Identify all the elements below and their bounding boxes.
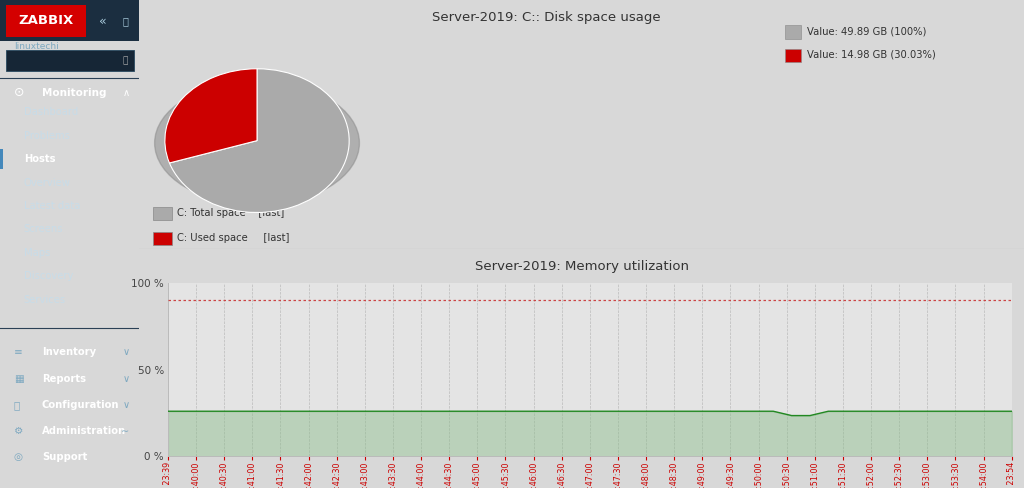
Text: ▦: ▦ xyxy=(14,374,24,384)
Text: ∨: ∨ xyxy=(123,400,129,410)
Bar xyxy=(785,48,801,62)
Text: Services: Services xyxy=(24,295,66,305)
Text: Hosts: Hosts xyxy=(24,154,55,164)
Text: ∧: ∧ xyxy=(123,88,129,98)
Text: 🔧: 🔧 xyxy=(14,400,20,410)
Text: Server-2019: C:: Disk space usage: Server-2019: C:: Disk space usage xyxy=(432,11,660,24)
Text: Maps: Maps xyxy=(24,248,50,258)
Text: Latest data: Latest data xyxy=(24,201,80,211)
Wedge shape xyxy=(169,69,349,212)
Bar xyxy=(0,149,3,169)
Wedge shape xyxy=(165,69,257,163)
Text: ∨: ∨ xyxy=(123,374,129,384)
Text: Screens: Screens xyxy=(24,224,63,234)
Text: Reports: Reports xyxy=(42,374,86,384)
Text: Server-2019: Memory utilization: Server-2019: Memory utilization xyxy=(475,260,688,273)
Text: «: « xyxy=(99,15,106,27)
Bar xyxy=(5,5,86,37)
Text: linuxtechi: linuxtechi xyxy=(14,42,58,51)
Text: ≡: ≡ xyxy=(14,347,23,357)
Text: ∼: ∼ xyxy=(122,427,129,436)
Text: Dashboard: Dashboard xyxy=(24,107,78,117)
Text: ⚙: ⚙ xyxy=(14,427,24,436)
Text: 🔍: 🔍 xyxy=(123,56,128,65)
Bar xyxy=(153,207,172,220)
Text: Overview: Overview xyxy=(24,178,71,187)
Text: Configuration: Configuration xyxy=(42,400,119,410)
Text: Value: 49.89 GB (100%): Value: 49.89 GB (100%) xyxy=(807,26,927,36)
Text: Support: Support xyxy=(42,452,87,462)
Bar xyxy=(5,50,134,71)
Text: C: Total space    [last]: C: Total space [last] xyxy=(177,208,285,218)
Text: Inventory: Inventory xyxy=(42,347,96,357)
Bar xyxy=(0,0,139,41)
Text: ∨: ∨ xyxy=(123,347,129,357)
Text: Problems: Problems xyxy=(24,131,70,141)
Text: Administration: Administration xyxy=(42,427,126,436)
Text: Discovery: Discovery xyxy=(24,271,73,281)
Text: ⊙: ⊙ xyxy=(14,86,25,99)
Ellipse shape xyxy=(155,81,359,205)
Text: ◎: ◎ xyxy=(14,452,23,462)
Bar xyxy=(785,25,801,39)
Text: Value: 14.98 GB (30.03%): Value: 14.98 GB (30.03%) xyxy=(807,50,936,60)
Text: Monitoring: Monitoring xyxy=(42,88,106,98)
Text: ⬜: ⬜ xyxy=(123,16,128,26)
Text: ZABBIX: ZABBIX xyxy=(18,15,74,27)
Text: C: Used space     [last]: C: Used space [last] xyxy=(177,233,290,243)
Bar xyxy=(153,232,172,244)
